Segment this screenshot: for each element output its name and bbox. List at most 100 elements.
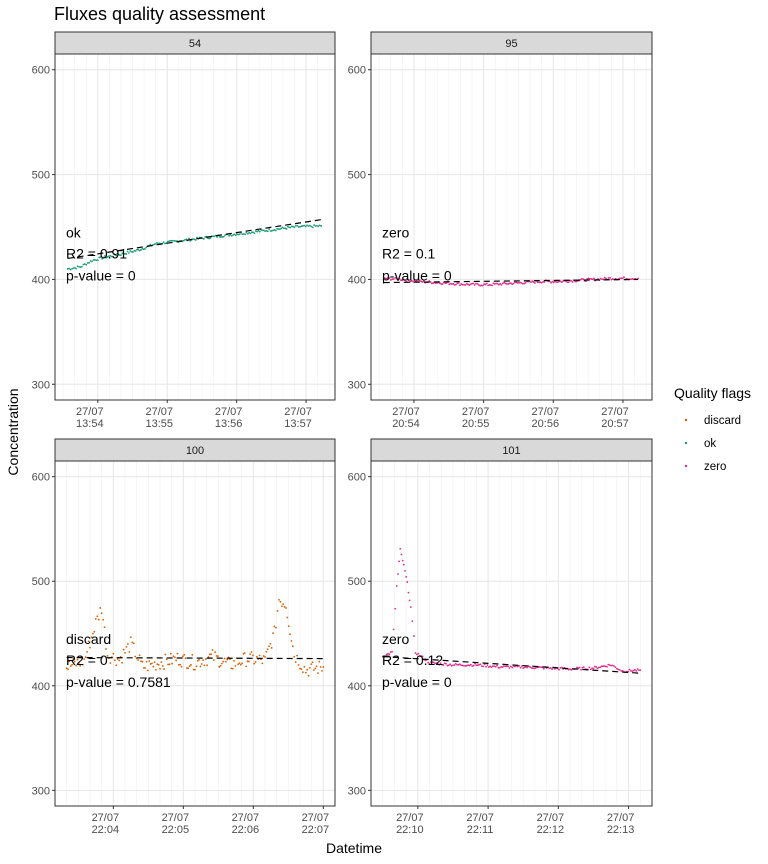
data-point xyxy=(128,651,131,653)
data-point xyxy=(168,663,171,666)
data-point xyxy=(99,256,102,258)
data-point xyxy=(266,648,269,651)
panel-100: 10030040050060027/0722:0427/0722:0527/07… xyxy=(32,438,336,836)
data-point xyxy=(300,668,303,671)
data-point xyxy=(591,278,594,281)
data-point xyxy=(434,282,437,285)
data-point xyxy=(92,259,95,261)
data-point xyxy=(560,666,563,669)
data-point xyxy=(599,277,602,280)
data-point xyxy=(208,653,211,656)
x-tick-label-date: 27/07 xyxy=(162,812,190,824)
data-point xyxy=(72,657,75,660)
data-point xyxy=(94,258,96,261)
data-point xyxy=(440,283,443,285)
data-point xyxy=(560,281,563,284)
data-point xyxy=(534,667,537,669)
annotation-r2: R2 = 0 xyxy=(66,652,108,668)
data-point xyxy=(213,235,216,238)
data-point xyxy=(538,281,540,284)
data-point xyxy=(631,670,634,673)
data-point xyxy=(149,243,152,246)
data-point xyxy=(187,667,190,670)
data-point xyxy=(400,279,402,282)
data-point xyxy=(177,663,180,666)
data-point xyxy=(593,277,595,280)
data-point xyxy=(105,256,108,259)
data-point xyxy=(511,283,514,286)
data-point xyxy=(234,234,237,237)
y-tick-label: 500 xyxy=(348,170,366,182)
data-point xyxy=(318,224,321,227)
annotation-flag: zero xyxy=(382,631,409,647)
data-point xyxy=(289,633,291,636)
data-point xyxy=(410,279,413,282)
data-point xyxy=(412,280,414,283)
data-point xyxy=(596,667,599,670)
data-point xyxy=(432,661,435,664)
data-point xyxy=(199,665,202,668)
x-tick-label-date: 27/07 xyxy=(92,812,120,824)
data-point xyxy=(595,665,598,668)
data-point xyxy=(195,665,198,668)
data-point xyxy=(542,281,544,283)
data-point xyxy=(232,234,234,236)
data-point xyxy=(589,277,591,280)
data-point xyxy=(520,665,523,668)
data-point xyxy=(311,226,314,229)
data-point xyxy=(169,652,172,655)
data-point xyxy=(99,607,102,609)
annotation-pvalue: p-value = 0.7581 xyxy=(66,674,171,690)
data-point xyxy=(93,630,96,633)
data-point xyxy=(84,656,87,658)
panel-95: 9530040050060027/0720:5427/0720:5527/072… xyxy=(348,31,653,430)
data-point xyxy=(273,625,276,628)
data-point xyxy=(518,664,520,667)
annotation-r2: R2 = 0.12 xyxy=(382,652,443,668)
x-tick-label-time: 13:55 xyxy=(145,418,173,430)
data-point xyxy=(258,654,261,657)
data-point xyxy=(212,235,214,238)
data-point xyxy=(530,281,532,284)
data-point xyxy=(125,253,128,255)
data-point xyxy=(617,668,620,671)
data-point xyxy=(309,224,311,227)
data-point xyxy=(76,265,79,268)
data-point xyxy=(581,666,584,669)
data-point xyxy=(68,660,71,663)
data-point xyxy=(508,667,511,669)
data-point xyxy=(274,229,277,232)
data-point xyxy=(467,664,470,667)
data-point xyxy=(179,663,182,666)
data-point xyxy=(580,668,582,671)
data-point xyxy=(81,265,83,268)
data-point xyxy=(522,667,525,670)
data-point xyxy=(230,234,233,237)
data-point xyxy=(558,280,561,283)
data-point xyxy=(293,655,296,658)
data-point xyxy=(397,573,399,575)
data-point xyxy=(516,665,519,668)
data-point xyxy=(296,224,299,227)
data-point xyxy=(442,664,445,666)
data-point xyxy=(385,653,388,656)
data-point xyxy=(611,278,614,280)
data-point xyxy=(258,230,261,233)
data-point xyxy=(452,664,454,667)
data-point xyxy=(272,632,274,635)
data-point xyxy=(580,278,583,280)
data-point xyxy=(297,226,300,228)
facet-strip-label: 100 xyxy=(186,445,204,457)
data-point xyxy=(121,252,124,255)
x-tick-label-date: 27/07 xyxy=(145,406,173,418)
data-point xyxy=(605,277,607,280)
data-point xyxy=(68,267,71,270)
data-point xyxy=(109,662,112,664)
data-point xyxy=(153,661,156,664)
data-point xyxy=(496,664,498,667)
data-point xyxy=(242,652,245,655)
legend-label-discard: discard xyxy=(704,415,741,427)
data-point xyxy=(473,284,476,286)
data-point xyxy=(628,668,631,671)
data-point xyxy=(124,651,126,654)
